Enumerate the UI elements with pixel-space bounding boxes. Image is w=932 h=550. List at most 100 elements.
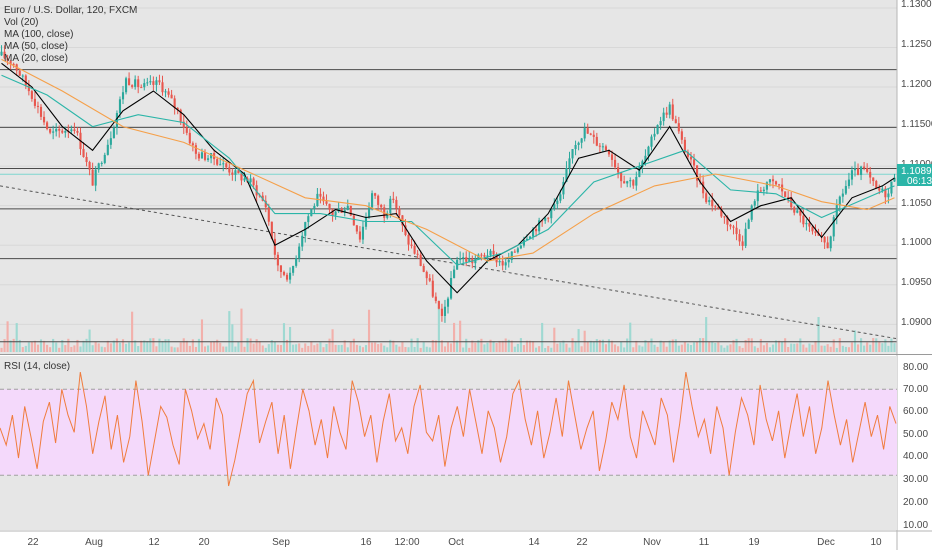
volume-bar <box>790 343 793 352</box>
volume-bar <box>246 338 249 352</box>
volume-bar <box>240 308 243 352</box>
volume-bar <box>793 343 796 352</box>
candle-body <box>562 181 565 195</box>
candle-body <box>270 221 273 239</box>
volume-bar <box>617 346 620 352</box>
candle-body <box>404 225 407 235</box>
candle-body <box>112 127 115 139</box>
candle-body <box>182 121 185 128</box>
volume-bar <box>729 344 732 352</box>
volume-bar <box>39 339 43 352</box>
moving-average-line <box>1 74 895 266</box>
candle-body <box>662 112 665 122</box>
volume-bar <box>480 338 483 352</box>
candle-body <box>243 178 246 181</box>
volume-bar <box>671 339 674 352</box>
candle-body <box>656 125 659 134</box>
candle-body <box>753 201 756 206</box>
candle-body <box>695 165 699 181</box>
candle-body <box>149 81 152 83</box>
volume-bar <box>881 343 884 352</box>
volume-bar <box>829 346 832 352</box>
candle-body <box>434 296 437 301</box>
volume-bar <box>626 338 629 352</box>
candle-body <box>571 149 574 159</box>
volume-bar <box>395 344 398 352</box>
volume-bar <box>307 345 310 352</box>
price-tick: 1.13000 <box>901 0 932 10</box>
volume-bar <box>398 346 401 352</box>
volume-bar <box>850 342 854 352</box>
candle-body <box>510 251 513 260</box>
volume-bar <box>282 323 286 352</box>
candle-body <box>449 277 453 299</box>
volume-bar <box>292 344 295 352</box>
candle-body <box>638 166 641 177</box>
candle-body <box>30 91 33 99</box>
candle-body <box>869 171 872 178</box>
volume-bar <box>285 339 289 352</box>
volume-bar <box>337 345 340 352</box>
rsi-axis-background[interactable] <box>898 356 932 530</box>
volume-bar <box>811 344 814 352</box>
time-axis-ticks[interactable]: 22 Aug 12 20 Sep 16 12:00 Oct 14 22 Nov … <box>27 537 882 548</box>
candle-body <box>604 146 608 151</box>
volume-bar <box>143 340 146 352</box>
candle-body <box>541 220 544 222</box>
volume-bar <box>234 346 237 352</box>
time-tick: 12 <box>148 537 160 548</box>
volume-bar <box>468 347 471 352</box>
candle-body <box>811 226 814 232</box>
candle-body <box>501 260 504 266</box>
bar-countdown: 06:13 <box>907 176 932 187</box>
candle-body <box>325 201 328 204</box>
candle-body <box>55 128 58 132</box>
volume-bar <box>601 339 604 352</box>
candle-body <box>881 188 884 191</box>
volume-bar <box>538 346 541 352</box>
rsi-overbought-oversold-band <box>0 389 897 476</box>
candle-body <box>774 181 778 185</box>
candle-body <box>428 278 431 281</box>
candle-body <box>100 162 103 164</box>
candle-body <box>170 94 173 99</box>
volume-bar <box>714 342 717 352</box>
candle-body <box>334 211 337 216</box>
candle-body <box>535 229 538 232</box>
volume-bar <box>325 344 328 352</box>
volume-bar <box>586 341 589 352</box>
candle-body <box>249 178 252 183</box>
candle-body <box>194 145 197 154</box>
volume-bar <box>647 342 650 352</box>
candle-body <box>431 280 434 297</box>
volume-bar <box>273 341 276 352</box>
candle-body <box>264 200 267 208</box>
trendline[interactable] <box>0 185 897 340</box>
candle-body <box>677 123 680 132</box>
candle-body <box>632 180 635 186</box>
candle-body <box>847 179 850 187</box>
candle-body <box>231 172 234 175</box>
candle-body <box>516 248 519 253</box>
candle-body <box>853 168 857 171</box>
volume-bar <box>30 341 33 352</box>
volume-bar <box>85 338 88 352</box>
candle-body <box>106 144 109 155</box>
volume-bar <box>206 345 210 352</box>
volume-bar <box>152 338 155 352</box>
volume-bar <box>559 342 562 352</box>
volume-bar <box>446 342 450 352</box>
candle-body <box>793 207 796 213</box>
candle-body <box>607 150 611 155</box>
volume-bar <box>343 340 346 352</box>
volume-bar <box>613 344 617 352</box>
candle-body <box>374 193 377 196</box>
rsi-tick: 70.00 <box>903 384 928 395</box>
rsi-title: RSI (14, close) <box>4 361 70 372</box>
candle-body <box>823 236 826 243</box>
candle-body <box>377 195 380 205</box>
volume-bar <box>835 347 838 352</box>
price-pane-background[interactable] <box>0 0 897 354</box>
volume-bar <box>568 347 571 352</box>
